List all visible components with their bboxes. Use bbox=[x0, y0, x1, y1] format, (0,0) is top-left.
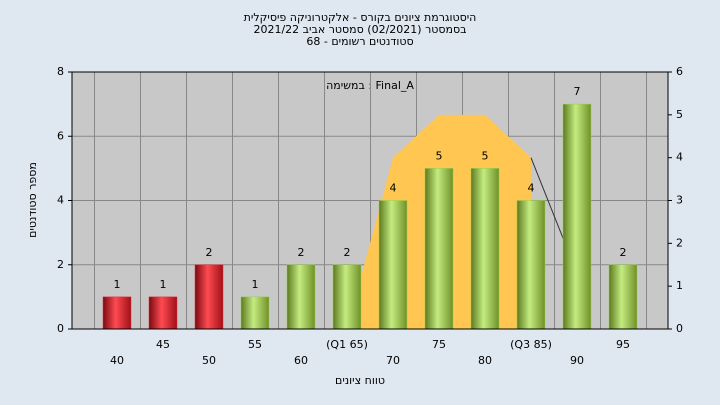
x-tick-label: 70 bbox=[386, 354, 400, 367]
x-tick-label: 60 bbox=[294, 354, 308, 367]
value-label: 4 bbox=[390, 182, 397, 195]
bar bbox=[102, 296, 132, 330]
x-tick-label: 95 bbox=[616, 338, 630, 351]
bar bbox=[608, 264, 638, 330]
x-tick-label: 40 bbox=[110, 354, 124, 367]
chart-title: בסמסטר (02/2021) סמסטר אביב 2021/22 bbox=[253, 23, 466, 36]
plot-border bbox=[71, 71, 669, 330]
y-axis-label: מספר סטודנטים bbox=[26, 162, 39, 238]
y2-tick-label: 6 bbox=[676, 65, 683, 78]
bar bbox=[332, 264, 362, 330]
y-tick-label: 8 bbox=[57, 65, 64, 78]
x-tick-label: (Q3 85) bbox=[510, 338, 552, 351]
bar bbox=[562, 103, 592, 330]
y2-tick-label: 2 bbox=[676, 236, 683, 249]
bar bbox=[148, 296, 178, 330]
bar bbox=[516, 200, 546, 330]
value-label: 1 bbox=[114, 278, 121, 291]
x-tick-label: 50 bbox=[202, 354, 216, 367]
x-axis-label: טווח ציונים bbox=[335, 374, 385, 387]
value-label: 2 bbox=[206, 246, 213, 259]
y-tick-label: 0 bbox=[57, 322, 64, 335]
y2-tick-label: 5 bbox=[676, 108, 683, 121]
bar bbox=[240, 296, 270, 330]
x-tick-label: 75 bbox=[432, 338, 446, 351]
y-tick-label: 2 bbox=[57, 258, 64, 271]
value-label: 2 bbox=[620, 246, 627, 259]
chart-title: סטודנטים רשומים - 68 bbox=[306, 35, 413, 48]
bar bbox=[286, 264, 316, 330]
value-label: 5 bbox=[482, 149, 489, 162]
value-label: 7 bbox=[574, 85, 581, 98]
value-label: 2 bbox=[298, 246, 305, 259]
value-label: 5 bbox=[436, 149, 443, 162]
y2-tick-label: 0 bbox=[676, 322, 683, 335]
x-tick-label: (Q1 65) bbox=[326, 338, 368, 351]
y2-tick-label: 3 bbox=[676, 194, 683, 207]
value-label: 2 bbox=[344, 246, 351, 259]
y2-tick-label: 4 bbox=[676, 151, 683, 164]
x-tick-label: 45 bbox=[156, 338, 170, 351]
bar bbox=[378, 200, 408, 330]
value-label: 1 bbox=[160, 278, 167, 291]
bar bbox=[424, 168, 454, 330]
x-tick-label: 55 bbox=[248, 338, 262, 351]
x-tick-label: 80 bbox=[478, 354, 492, 367]
value-label: 4 bbox=[528, 182, 535, 195]
value-label: 1 bbox=[252, 278, 259, 291]
chart-title: היסטוגרמת ציונים בקורס - אלקטרוניקה פיסי… bbox=[244, 11, 477, 24]
y-tick-label: 6 bbox=[57, 129, 64, 142]
y-tick-label: 4 bbox=[57, 194, 64, 207]
y2-tick-label: 1 bbox=[676, 279, 683, 292]
x-tick-label: 90 bbox=[570, 354, 584, 367]
bar bbox=[470, 168, 500, 330]
bar bbox=[194, 264, 224, 330]
